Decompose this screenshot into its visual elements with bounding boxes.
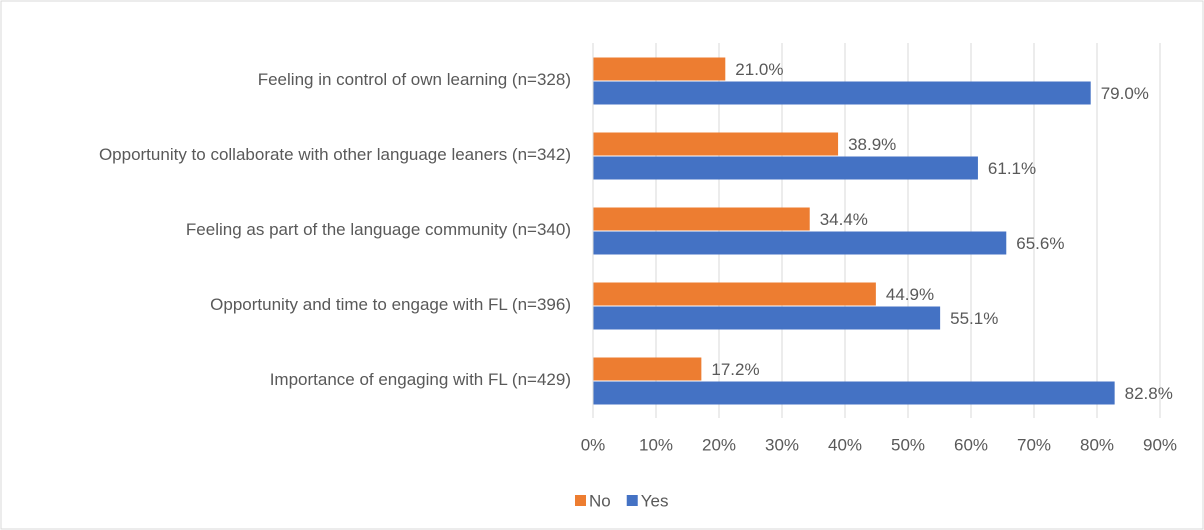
x-tick-label: 70% xyxy=(1017,435,1051,454)
legend-label: No xyxy=(589,491,611,510)
bar xyxy=(593,306,941,330)
data-label: 38.9% xyxy=(848,135,896,154)
x-tick-label: 10% xyxy=(639,435,673,454)
x-tick-label: 50% xyxy=(891,435,925,454)
x-tick-label: 60% xyxy=(954,435,988,454)
data-label: 44.9% xyxy=(886,285,934,304)
data-label: 55.1% xyxy=(950,309,998,328)
legend-label: Yes xyxy=(641,491,669,510)
bar xyxy=(593,282,876,306)
data-label: 82.8% xyxy=(1125,384,1173,403)
bar xyxy=(593,231,1007,255)
data-label: 34.4% xyxy=(820,210,868,229)
bar xyxy=(593,81,1091,105)
legend-swatch xyxy=(575,495,586,506)
x-tick-label: 20% xyxy=(702,435,736,454)
x-tick-label: 30% xyxy=(765,435,799,454)
bar xyxy=(593,132,839,156)
x-tick-label: 0% xyxy=(581,435,606,454)
data-label: 21.0% xyxy=(735,60,783,79)
data-label: 61.1% xyxy=(988,159,1036,178)
bar xyxy=(593,207,810,231)
x-tick-label: 80% xyxy=(1080,435,1114,454)
y-tick-label: Opportunity and time to engage with FL (… xyxy=(210,295,571,314)
y-tick-label: Opportunity to collaborate with other la… xyxy=(99,145,571,164)
y-tick-label: Importance of engaging with FL (n=429) xyxy=(270,370,571,389)
x-tick-label: 90% xyxy=(1143,435,1177,454)
bar xyxy=(593,381,1115,405)
bar xyxy=(593,57,726,81)
legend-swatch xyxy=(626,495,638,506)
data-label: 79.0% xyxy=(1101,84,1149,103)
data-label: 17.2% xyxy=(711,360,759,379)
y-tick-label: Feeling as part of the language communit… xyxy=(186,220,571,239)
bar xyxy=(593,357,702,381)
data-label: 65.6% xyxy=(1016,234,1064,253)
y-tick-label: Feeling in control of own learning (n=32… xyxy=(258,70,571,89)
x-tick-label: 40% xyxy=(828,435,862,454)
bar xyxy=(593,156,978,180)
